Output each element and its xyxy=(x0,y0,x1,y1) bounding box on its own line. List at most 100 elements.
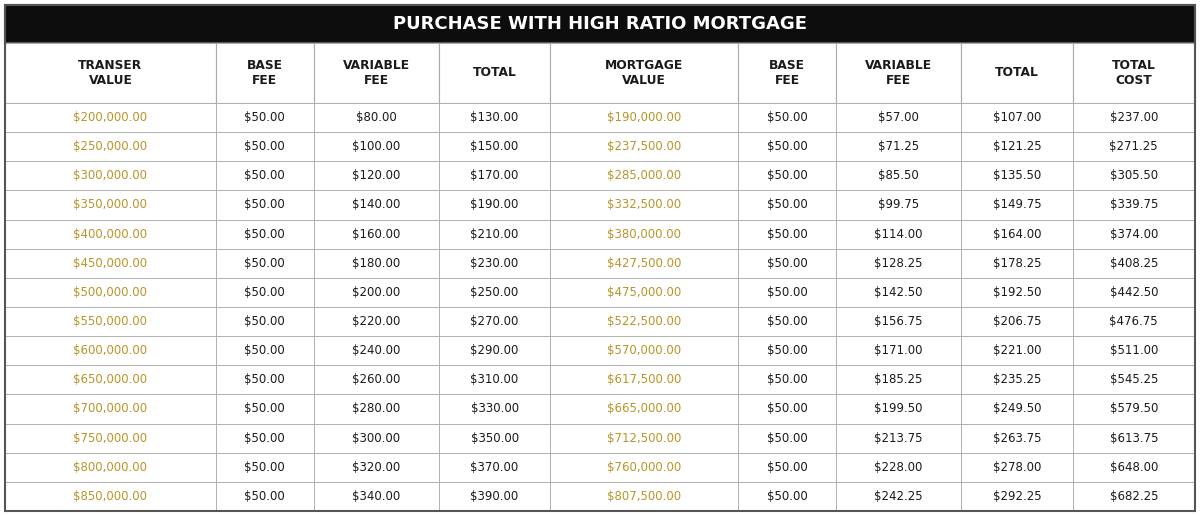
Bar xyxy=(313,103,439,132)
Text: $240.00: $240.00 xyxy=(352,344,401,357)
Bar xyxy=(5,162,216,190)
Text: $50.00: $50.00 xyxy=(767,315,808,328)
Text: TRANSER
VALUE: TRANSER VALUE xyxy=(78,59,143,87)
Text: $50.00: $50.00 xyxy=(767,228,808,240)
Text: $260.00: $260.00 xyxy=(352,374,401,386)
Bar xyxy=(216,278,313,307)
Text: $142.50: $142.50 xyxy=(875,286,923,299)
Text: $200.00: $200.00 xyxy=(352,286,401,299)
Bar xyxy=(961,162,1073,190)
Bar xyxy=(313,307,439,336)
Bar xyxy=(216,43,313,103)
Bar xyxy=(216,424,313,453)
Text: $320.00: $320.00 xyxy=(352,461,401,474)
Text: $149.75: $149.75 xyxy=(992,199,1042,212)
Text: $545.25: $545.25 xyxy=(1110,374,1158,386)
Bar xyxy=(313,278,439,307)
Text: $250.00: $250.00 xyxy=(470,286,518,299)
Text: $135.50: $135.50 xyxy=(992,169,1040,182)
Bar xyxy=(216,307,313,336)
Bar xyxy=(5,278,216,307)
Text: $617,500.00: $617,500.00 xyxy=(607,374,682,386)
Bar xyxy=(216,482,313,511)
Bar xyxy=(738,190,836,220)
Bar xyxy=(738,43,836,103)
Text: $305.50: $305.50 xyxy=(1110,169,1158,182)
Text: $330.00: $330.00 xyxy=(470,402,518,415)
Bar xyxy=(738,424,836,453)
Text: $476.75: $476.75 xyxy=(1110,315,1158,328)
Text: $427,500.00: $427,500.00 xyxy=(607,257,682,270)
Text: $249.50: $249.50 xyxy=(992,402,1042,415)
Text: $408.25: $408.25 xyxy=(1110,257,1158,270)
Bar xyxy=(551,482,738,511)
Text: $114.00: $114.00 xyxy=(875,228,923,240)
Bar xyxy=(5,482,216,511)
Text: $300.00: $300.00 xyxy=(353,432,401,445)
Text: $107.00: $107.00 xyxy=(992,111,1042,124)
Bar xyxy=(738,162,836,190)
Text: $511.00: $511.00 xyxy=(1110,344,1158,357)
Bar xyxy=(439,249,551,278)
Text: $221.00: $221.00 xyxy=(992,344,1042,357)
Text: $171.00: $171.00 xyxy=(875,344,923,357)
Bar xyxy=(439,190,551,220)
Bar xyxy=(216,394,313,424)
Text: $206.75: $206.75 xyxy=(992,315,1042,328)
Bar xyxy=(216,220,313,249)
Bar xyxy=(216,249,313,278)
Bar xyxy=(5,43,216,103)
Bar xyxy=(1073,365,1195,394)
Text: $332,500.00: $332,500.00 xyxy=(607,199,682,212)
Text: $99.75: $99.75 xyxy=(878,199,919,212)
Text: $71.25: $71.25 xyxy=(878,140,919,153)
Bar xyxy=(5,424,216,453)
Text: $190,000.00: $190,000.00 xyxy=(607,111,682,124)
Text: $50.00: $50.00 xyxy=(245,432,286,445)
Bar xyxy=(961,278,1073,307)
Bar xyxy=(313,190,439,220)
Bar xyxy=(439,365,551,394)
Text: $648.00: $648.00 xyxy=(1110,461,1158,474)
Text: $50.00: $50.00 xyxy=(767,140,808,153)
Text: $120.00: $120.00 xyxy=(352,169,401,182)
Text: $522,500.00: $522,500.00 xyxy=(607,315,682,328)
Bar xyxy=(836,103,961,132)
Bar xyxy=(439,336,551,365)
Bar xyxy=(551,162,738,190)
Bar xyxy=(836,424,961,453)
Text: MORTGAGE
VALUE: MORTGAGE VALUE xyxy=(605,59,683,87)
Text: $700,000.00: $700,000.00 xyxy=(73,402,148,415)
Bar xyxy=(313,132,439,162)
Bar xyxy=(216,132,313,162)
Text: $50.00: $50.00 xyxy=(245,461,286,474)
Bar xyxy=(5,453,216,482)
Bar xyxy=(1073,103,1195,132)
Text: $500,000.00: $500,000.00 xyxy=(73,286,148,299)
Text: $50.00: $50.00 xyxy=(245,257,286,270)
Text: $450,000.00: $450,000.00 xyxy=(73,257,148,270)
Text: $310.00: $310.00 xyxy=(470,374,518,386)
Text: $50.00: $50.00 xyxy=(245,199,286,212)
Bar xyxy=(5,394,216,424)
Bar xyxy=(961,43,1073,103)
Text: $140.00: $140.00 xyxy=(352,199,401,212)
Text: $650,000.00: $650,000.00 xyxy=(73,374,148,386)
Text: $800,000.00: $800,000.00 xyxy=(73,461,148,474)
Text: $374.00: $374.00 xyxy=(1110,228,1158,240)
Text: $57.00: $57.00 xyxy=(878,111,919,124)
Text: $600,000.00: $600,000.00 xyxy=(73,344,148,357)
Text: $237.00: $237.00 xyxy=(1110,111,1158,124)
Text: $50.00: $50.00 xyxy=(767,169,808,182)
Text: $280.00: $280.00 xyxy=(352,402,401,415)
Text: $220.00: $220.00 xyxy=(352,315,401,328)
Text: $50.00: $50.00 xyxy=(767,286,808,299)
Bar xyxy=(551,307,738,336)
Bar xyxy=(836,482,961,511)
Bar xyxy=(961,190,1073,220)
Text: $300,000.00: $300,000.00 xyxy=(73,169,148,182)
Bar xyxy=(1073,307,1195,336)
Text: $350,000.00: $350,000.00 xyxy=(73,199,148,212)
Bar xyxy=(313,453,439,482)
Text: $235.25: $235.25 xyxy=(992,374,1042,386)
